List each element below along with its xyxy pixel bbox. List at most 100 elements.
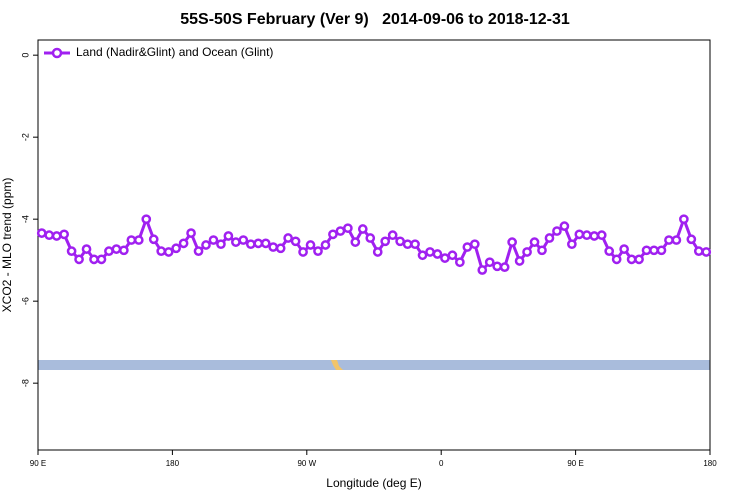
data-point <box>51 231 62 241</box>
data-point <box>507 237 517 247</box>
data-point <box>514 256 525 266</box>
data-point <box>111 244 122 254</box>
data-point <box>253 238 264 249</box>
data-point <box>320 240 331 250</box>
data-point <box>36 228 47 238</box>
data-point <box>178 238 189 249</box>
data-point <box>305 240 316 250</box>
data-point <box>671 235 682 245</box>
x-tick-label: 90 E <box>30 459 46 468</box>
data-point <box>447 250 458 261</box>
data-point <box>74 254 84 265</box>
x-tick-label: 0 <box>439 459 444 468</box>
x-axis-label: Longitude (deg E) <box>326 476 421 490</box>
data-point <box>604 246 615 256</box>
data-point <box>492 261 503 272</box>
data-point <box>410 239 420 250</box>
data-point <box>693 246 704 256</box>
legend-marker <box>51 47 63 59</box>
map-strip <box>38 360 710 370</box>
data-point <box>335 226 346 236</box>
data-point <box>119 245 129 256</box>
data-point <box>96 254 107 265</box>
data-point <box>66 246 77 256</box>
data-point <box>201 240 211 250</box>
data-point <box>290 236 301 247</box>
data-point <box>619 244 629 254</box>
y-tick-label: -2 <box>20 133 30 141</box>
data-point <box>44 230 55 241</box>
data-point <box>328 229 338 240</box>
data-point <box>529 237 540 247</box>
data-point <box>380 236 391 247</box>
x-tick-label: 180 <box>703 459 717 468</box>
data-point <box>275 243 286 254</box>
data-point <box>89 254 99 265</box>
data-point <box>163 247 174 257</box>
data-point <box>238 235 249 245</box>
land-patch <box>331 360 343 370</box>
data-point <box>126 235 137 245</box>
data-point <box>641 245 652 256</box>
legend-label: Land (Nadir&Glint) and Ocean (Glint) <box>76 45 273 59</box>
data-point <box>701 247 712 257</box>
x-tick-label: 90 E <box>567 459 583 468</box>
data-point <box>104 246 114 256</box>
data-point <box>656 245 667 256</box>
data-point <box>649 245 659 256</box>
series-line <box>41 214 707 273</box>
data-point <box>186 228 196 238</box>
data-point <box>567 239 577 250</box>
data-point <box>425 247 435 257</box>
x-tick-label: 90 W <box>297 459 316 468</box>
data-point <box>133 235 144 245</box>
data-point <box>365 233 376 243</box>
data-point <box>350 237 361 247</box>
x-tick-label: 180 <box>166 459 180 468</box>
data-point <box>664 235 674 245</box>
data-point <box>156 246 167 256</box>
data-point <box>559 221 570 231</box>
chart-title: 55S-50S February (Ver 9) 2014-09-06 to 2… <box>180 11 570 28</box>
data-point <box>343 223 353 234</box>
y-tick-label: -8 <box>20 379 30 387</box>
data-point <box>395 236 405 247</box>
data-point <box>611 254 622 265</box>
data-point <box>402 239 413 250</box>
data-point <box>477 265 488 275</box>
data-point <box>193 246 204 256</box>
data-point <box>484 257 495 268</box>
data-point <box>216 239 226 250</box>
data-point <box>552 226 562 236</box>
data-point <box>141 214 152 225</box>
data-point <box>372 247 383 257</box>
data-point <box>357 224 368 234</box>
plot-frame <box>37 39 711 451</box>
y-tick-label: 0 <box>20 53 30 58</box>
data-point <box>148 234 159 245</box>
data-point <box>171 243 181 254</box>
data-point <box>81 244 92 254</box>
data-point <box>298 247 308 257</box>
data-point <box>469 239 480 250</box>
data-point <box>59 229 69 240</box>
data-point <box>462 242 473 252</box>
data-point <box>432 249 443 259</box>
data-point <box>626 254 637 265</box>
data-point <box>589 231 600 241</box>
data-point <box>313 246 323 256</box>
data-point <box>260 238 271 249</box>
data-point <box>440 253 450 263</box>
data-point <box>679 214 689 225</box>
data-point <box>231 237 241 247</box>
data-point <box>417 250 428 261</box>
data-point <box>634 254 644 265</box>
data-point <box>499 262 510 272</box>
data-point <box>522 247 532 257</box>
data-point <box>223 231 234 241</box>
y-tick-label: -6 <box>20 297 30 305</box>
data-point <box>268 242 279 252</box>
